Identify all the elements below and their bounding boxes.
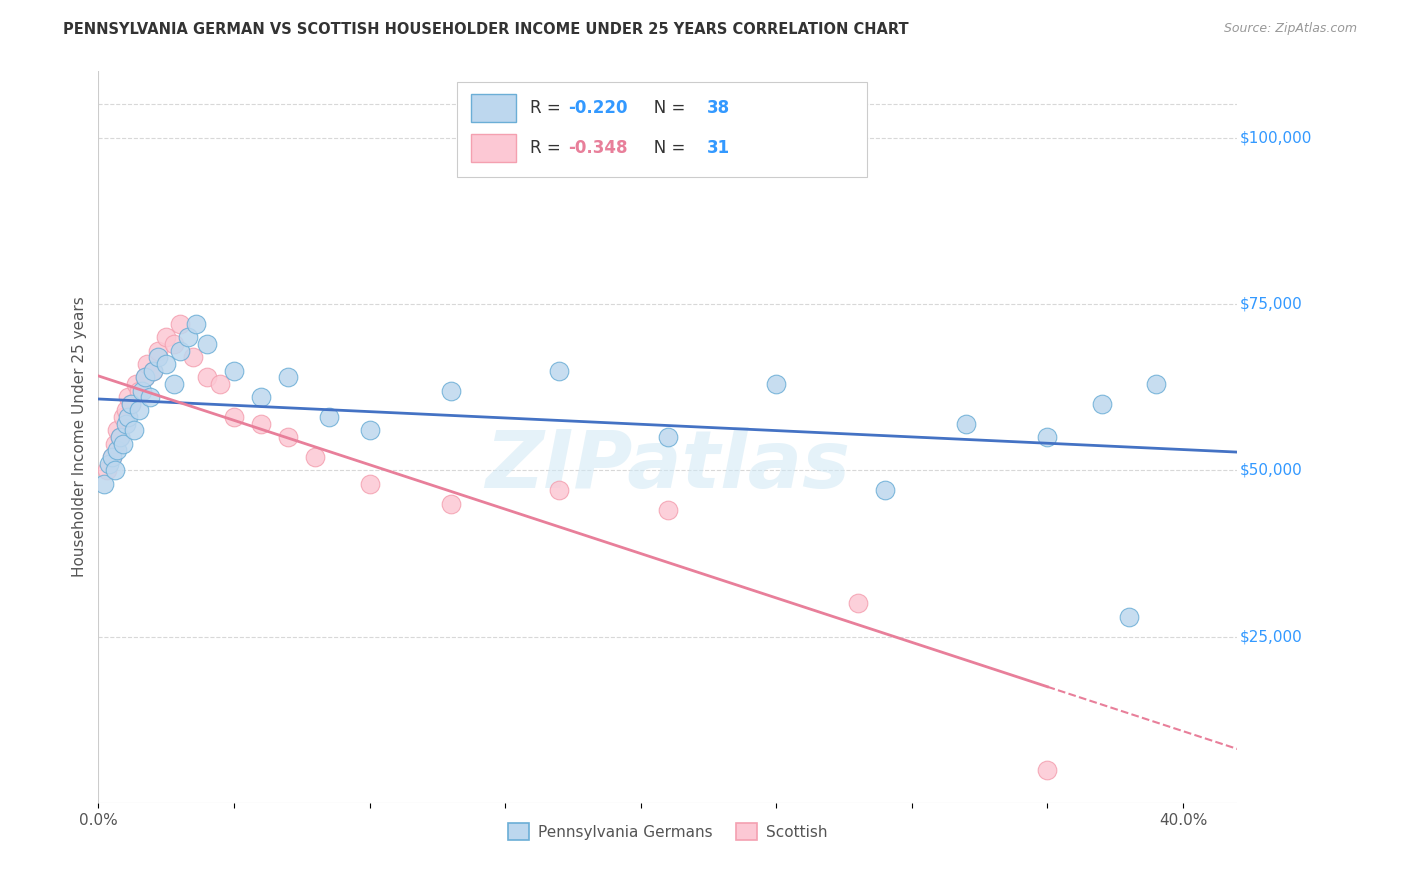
Point [134, 370, 156, 384]
Point [98, 457, 121, 471]
Point [359, 476, 381, 491]
Point [104, 436, 127, 450]
Text: R =: R = [530, 99, 567, 117]
Point [128, 384, 150, 398]
Point [134, 370, 156, 384]
Point [136, 357, 159, 371]
Point [169, 343, 191, 358]
Point [122, 424, 145, 438]
FancyBboxPatch shape [471, 135, 516, 162]
Point [440, 384, 463, 398]
Text: 38: 38 [707, 99, 730, 117]
Point [277, 370, 299, 384]
Point [250, 417, 273, 431]
Point [117, 390, 139, 404]
Point [195, 337, 218, 351]
Point [250, 390, 273, 404]
Point [440, 497, 463, 511]
Point [955, 417, 977, 431]
Point [846, 596, 869, 610]
Point [108, 430, 131, 444]
Point [277, 430, 299, 444]
Point [111, 436, 134, 450]
Point [117, 410, 139, 425]
Point [1036, 430, 1059, 444]
Point [96, 463, 118, 477]
Text: PENNSYLVANIA GERMAN VS SCOTTISH HOUSEHOLDER INCOME UNDER 25 YEARS CORRELATION CH: PENNSYLVANIA GERMAN VS SCOTTISH HOUSEHOL… [63, 22, 908, 37]
Text: $100,000: $100,000 [1240, 130, 1312, 145]
Point [120, 397, 142, 411]
Point [548, 483, 571, 498]
Point [1118, 609, 1140, 624]
Point [146, 351, 169, 365]
Point [1036, 763, 1059, 777]
Text: -0.220: -0.220 [568, 99, 627, 117]
FancyBboxPatch shape [471, 94, 516, 122]
Text: ZIPatlas: ZIPatlas [485, 427, 851, 506]
Point [93, 476, 115, 491]
Point [163, 337, 186, 351]
Text: $50,000: $50,000 [1240, 463, 1302, 478]
Point [108, 430, 131, 444]
Text: N =: N = [638, 139, 690, 157]
Text: $25,000: $25,000 [1240, 629, 1302, 644]
Point [184, 317, 207, 331]
Point [873, 483, 896, 498]
Point [131, 384, 153, 398]
Point [125, 376, 148, 391]
Point [155, 330, 177, 344]
Point [657, 503, 679, 517]
Point [195, 370, 218, 384]
Point [1144, 376, 1167, 391]
Point [359, 424, 381, 438]
Y-axis label: Householder Income Under 25 years: Householder Income Under 25 years [72, 297, 87, 577]
FancyBboxPatch shape [457, 82, 868, 178]
Text: N =: N = [638, 99, 690, 117]
Point [209, 376, 232, 391]
Point [128, 403, 150, 417]
Text: -0.348: -0.348 [568, 139, 627, 157]
Point [101, 450, 124, 464]
Point [163, 376, 186, 391]
Point [304, 450, 326, 464]
Point [1091, 397, 1114, 411]
Text: Source: ZipAtlas.com: Source: ZipAtlas.com [1223, 22, 1357, 36]
Point [177, 330, 200, 344]
Point [169, 317, 191, 331]
Point [146, 343, 169, 358]
Point [222, 363, 245, 377]
Point [101, 450, 124, 464]
Point [765, 376, 787, 391]
Point [142, 363, 165, 377]
Point [107, 443, 129, 458]
Legend: Pennsylvania Germans, Scottish: Pennsylvania Germans, Scottish [502, 816, 834, 847]
Point [657, 430, 679, 444]
Text: R =: R = [530, 139, 567, 157]
Point [183, 351, 205, 365]
Point [318, 410, 340, 425]
Point [120, 397, 142, 411]
Point [114, 403, 136, 417]
Point [114, 417, 136, 431]
Text: $75,000: $75,000 [1240, 297, 1302, 311]
Point [548, 363, 571, 377]
Point [107, 424, 129, 438]
Text: 31: 31 [707, 139, 730, 157]
Point [222, 410, 245, 425]
Point [155, 357, 177, 371]
Point [142, 363, 165, 377]
Point [104, 463, 127, 477]
Point [139, 390, 162, 404]
Point [111, 410, 134, 425]
